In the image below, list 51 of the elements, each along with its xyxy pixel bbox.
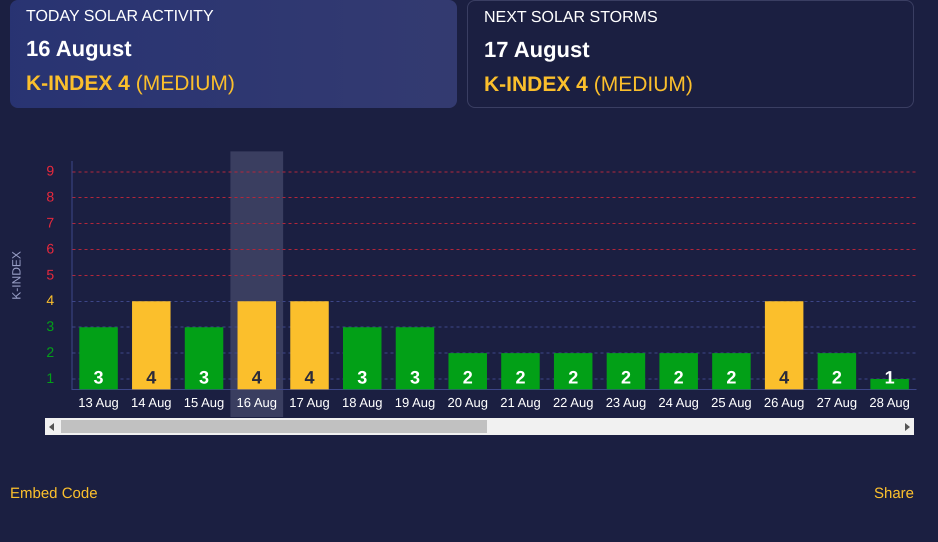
text: K-INDEX 4 [26, 72, 130, 95]
text: NEXT SOLAR STORMS [484, 9, 659, 27]
x-tick-label: 23 Aug [606, 394, 646, 410]
x-tick-label: 20 Aug [447, 394, 488, 410]
data-label: 3 [410, 367, 420, 388]
x-tick-label: 18 Aug [342, 394, 382, 410]
data-label: 2 [832, 367, 842, 388]
x-tick-label: 26 Aug [764, 394, 804, 410]
x-tick-label: 19 Aug [394, 394, 436, 410]
text: (MEDIUM) [136, 72, 235, 95]
text: TODAY SOLAR ACTIVITY [26, 8, 215, 26]
data-label: 2 [568, 367, 578, 388]
data-label: 4 [252, 367, 262, 388]
data-label: 3 [94, 367, 104, 388]
x-tick-label: 13 Aug [78, 394, 119, 410]
y-tick-label: 1 [46, 370, 54, 386]
data-label: 2 [674, 367, 684, 388]
data-label: 4 [304, 367, 315, 388]
y-tick-label: 7 [46, 214, 54, 230]
data-label: 2 [620, 367, 631, 388]
text: 17 August [484, 37, 591, 63]
x-tick-label: 25 Aug [711, 394, 752, 410]
data-label: 2 [726, 367, 736, 388]
x-tick-label: 22 Aug [552, 394, 594, 410]
y-tick-label: 6 [46, 240, 54, 256]
y-tick-label: 8 [46, 188, 54, 205]
x-tick-label: 28 Aug [869, 394, 910, 410]
data-label: 3 [199, 367, 210, 388]
data-label: 3 [357, 367, 368, 388]
data-label: 2 [462, 367, 473, 388]
text: Embed Code [10, 485, 98, 502]
text: 16 August [26, 36, 133, 62]
y-tick-label: 9 [46, 162, 54, 179]
x-tick-label: 14 Aug [131, 394, 172, 410]
text: (MEDIUM) [594, 73, 693, 96]
text: Share [874, 485, 914, 502]
y-tick-label: 5 [46, 266, 54, 282]
y-tick-label: 4 [46, 292, 54, 308]
x-tick-label: 27 Aug [816, 394, 858, 410]
x-tick-label: 21 Aug [500, 394, 541, 410]
x-tick-label: 15 Aug [184, 394, 224, 410]
data-label: 4 [779, 367, 790, 388]
y-axis-title: K-INDEX [10, 251, 24, 300]
data-label: 2 [515, 367, 526, 388]
x-tick-label: 16 Aug [236, 394, 278, 410]
x-tick-label: 24 Aug [658, 394, 699, 410]
y-tick-label: 3 [46, 318, 54, 334]
y-tick-label: 2 [46, 344, 54, 360]
text: K-INDEX 4 [484, 73, 588, 96]
x-tick-label: 17 Aug [289, 394, 330, 410]
data-label: 4 [146, 367, 156, 388]
